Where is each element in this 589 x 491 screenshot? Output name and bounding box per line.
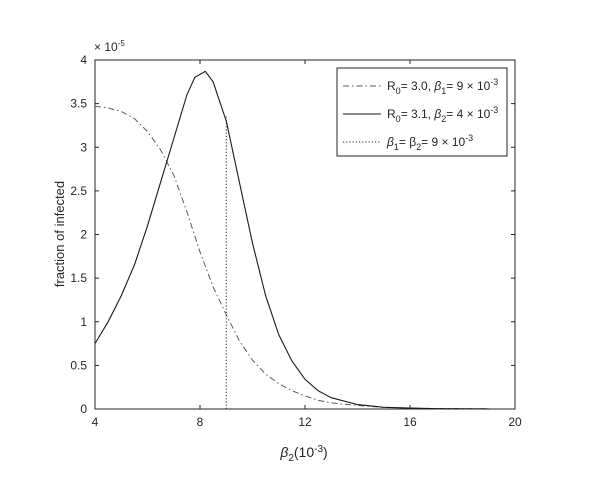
series-line-1 [94,105,489,410]
y-tick-label: 2.5 [70,184,87,198]
x-axis-label: β2(10-3) [279,444,327,464]
y-tick-label: 4 [80,53,87,67]
legend-label-3: β1= β2= 9 × 10-3 [386,133,473,152]
x-tick-label: 16 [403,415,417,429]
y-exponent-label: × 10-5 [94,39,125,54]
y-axis-label: fraction of infected [52,181,67,287]
series-line-2 [94,70,489,410]
y-tick-label: 0.5 [70,358,87,372]
y-tick-label: 2 [80,228,87,242]
series-layer [94,70,489,410]
x-tick-label: 12 [298,415,312,429]
legend-entries: R0= 3.0, β1= 9 × 10-3 R0= 3.1, β2= 4 × 10… [343,77,498,152]
y-tick-label: 1 [80,315,87,329]
y-tick-label: 0 [80,402,87,416]
y-tick-label: 3.5 [70,97,87,111]
y-tick-label: 1.5 [70,271,87,285]
legend-box [336,67,508,157]
legend-label-1: R0= 3.0, β1= 9 × 10-3 [387,77,498,96]
legend-label-2: R0= 3.1, β2= 4 × 10-3 [387,105,498,124]
legend: R0= 3.0, β1= 9 × 10-3 R0= 3.1, β2= 4 × 10… [336,67,508,157]
ticks-layer: 4 8 12 16 20 0 0.5 1 1.5 2 2.5 3 3.5 4 [70,53,522,429]
x-tick-label: 20 [508,415,522,429]
y-tick-label: 3 [80,140,87,154]
x-tick-label: 8 [197,415,204,429]
x-tick-label: 4 [92,415,99,429]
